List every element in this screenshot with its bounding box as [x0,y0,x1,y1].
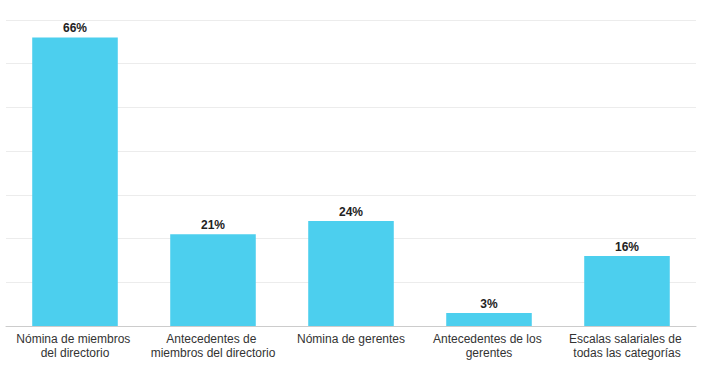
svg-text:24%: 24% [339,205,363,219]
svg-text:del directorio: del directorio [41,346,110,360]
svg-text:21%: 21% [201,218,225,232]
svg-text:Antecedentes de los: Antecedentes de los [433,332,545,346]
svg-text:66%: 66% [63,21,87,35]
svg-text:todas las categorías: todas las categorías [573,346,680,360]
svg-text:3%: 3% [480,297,498,311]
svg-text:16%: 16% [615,240,639,254]
svg-text:miembros del directorio: miembros del directorio [151,346,276,360]
svg-text:Nómina de miembros: Nómina de miembros [16,332,133,346]
svg-text:Nómina de gerentes: Nómina de gerentes [297,332,405,346]
svg-text:gerentes: gerentes [466,346,513,360]
svg-text:Escalas salariales de: Escalas salariales de [569,332,685,346]
svg-text:Antecedentes de: Antecedentes de [166,332,259,346]
